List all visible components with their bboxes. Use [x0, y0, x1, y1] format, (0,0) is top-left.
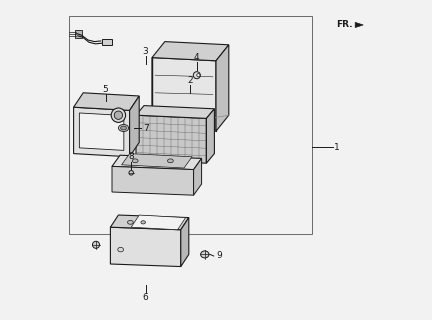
Ellipse shape — [92, 241, 99, 248]
Ellipse shape — [197, 74, 200, 77]
Ellipse shape — [141, 221, 146, 224]
Text: 4: 4 — [194, 53, 200, 62]
Polygon shape — [111, 215, 189, 230]
Bar — [69, 16, 312, 234]
Ellipse shape — [168, 159, 173, 163]
Polygon shape — [112, 155, 202, 170]
Ellipse shape — [193, 72, 200, 79]
Polygon shape — [112, 166, 194, 195]
Polygon shape — [181, 218, 189, 267]
Polygon shape — [131, 215, 186, 230]
Ellipse shape — [111, 108, 126, 123]
Text: 5: 5 — [103, 85, 108, 94]
Polygon shape — [355, 22, 363, 28]
Text: 7: 7 — [143, 124, 149, 132]
Ellipse shape — [132, 159, 138, 163]
Ellipse shape — [121, 126, 127, 130]
Ellipse shape — [118, 124, 129, 132]
Polygon shape — [111, 227, 181, 267]
Polygon shape — [75, 30, 82, 38]
Text: FR.: FR. — [336, 20, 353, 29]
Polygon shape — [73, 107, 130, 157]
Text: 3: 3 — [143, 47, 149, 56]
Text: 1: 1 — [334, 143, 340, 152]
Text: 6: 6 — [143, 293, 149, 302]
Ellipse shape — [200, 251, 209, 258]
Polygon shape — [194, 158, 202, 195]
Polygon shape — [152, 58, 216, 131]
Polygon shape — [79, 113, 124, 150]
Ellipse shape — [127, 220, 133, 224]
Polygon shape — [152, 42, 229, 61]
Polygon shape — [121, 154, 192, 168]
Polygon shape — [130, 96, 139, 157]
Polygon shape — [102, 39, 112, 45]
Polygon shape — [136, 106, 214, 118]
Polygon shape — [216, 45, 229, 131]
Polygon shape — [73, 93, 139, 110]
Text: 9: 9 — [216, 252, 222, 260]
Text: 2: 2 — [187, 76, 193, 84]
Ellipse shape — [114, 111, 123, 119]
Ellipse shape — [129, 171, 133, 175]
Polygon shape — [136, 115, 206, 163]
Ellipse shape — [118, 247, 124, 252]
Text: 8: 8 — [128, 152, 134, 161]
Polygon shape — [206, 109, 214, 163]
